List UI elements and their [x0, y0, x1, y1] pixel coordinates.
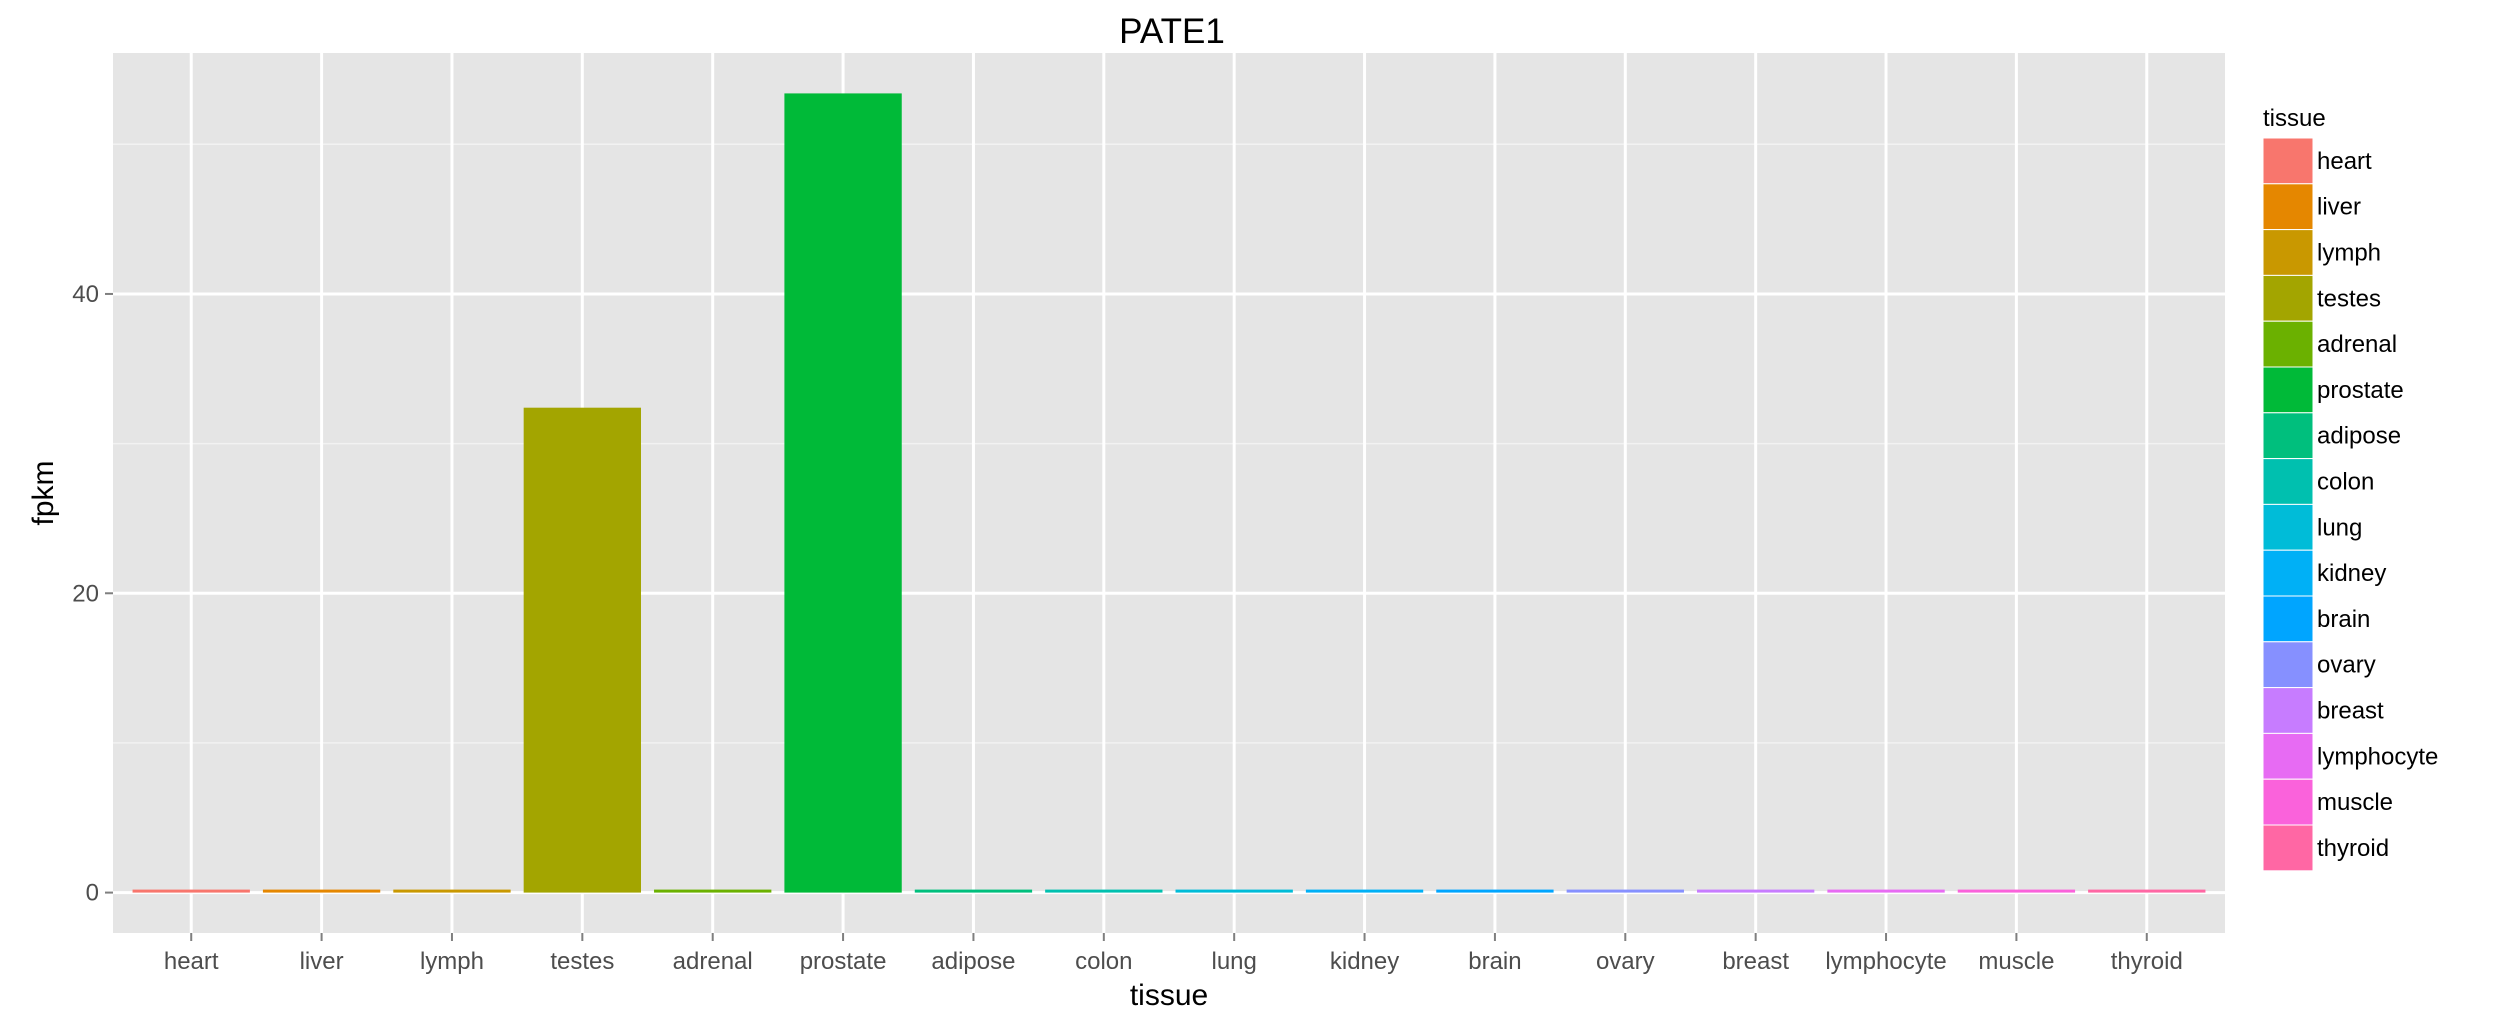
chart-title: PATE1	[1119, 12, 1225, 51]
bar-muscle	[1957, 889, 2076, 893]
x-tick-label-ovary: ovary	[1596, 948, 1655, 975]
legend-label-lung: lung	[2317, 514, 2362, 541]
bar-colon	[1045, 889, 1163, 893]
x-axis-title: tissue	[1130, 979, 1208, 1012]
legend-swatch-adrenal	[2262, 320, 2314, 368]
x-tick-label-kidney: kidney	[1330, 948, 1399, 975]
bar-testes	[523, 407, 641, 893]
bar-liver	[262, 889, 381, 893]
bars	[132, 93, 2206, 893]
plot-panel	[113, 53, 2225, 933]
bar-brain	[1436, 889, 1554, 893]
x-tick-label-brain: brain	[1468, 948, 1521, 975]
legend-label-breast: breast	[2317, 698, 2384, 725]
x-tick-label-lymphocyte: lymphocyte	[1825, 948, 1946, 975]
x-tick-label-muscle: muscle	[1978, 948, 2054, 975]
x-tick-label-lymph: lymph	[420, 948, 484, 975]
legend-swatch-testes	[2262, 274, 2314, 322]
bar-lymph	[393, 889, 511, 893]
legend-swatch-lung	[2262, 503, 2314, 551]
legend-label-adipose: adipose	[2317, 423, 2401, 450]
legend-swatch-colon	[2262, 458, 2314, 505]
legend-label-prostate: prostate	[2317, 377, 2404, 404]
legend-label-heart: heart	[2317, 148, 2372, 175]
legend-label-ovary: ovary	[2317, 652, 2376, 679]
y-axis: 0 20 40	[72, 281, 113, 907]
legend-swatch-muscle	[2262, 778, 2314, 826]
bar-breast	[1697, 889, 1815, 893]
bar-ovary	[1566, 889, 1684, 893]
legend-swatch-brain	[2262, 595, 2314, 643]
bar-lung	[1175, 889, 1293, 893]
legend-title: tissue	[2263, 105, 2326, 132]
x-tick-label-adrenal: adrenal	[673, 948, 753, 975]
x-tick-label-colon: colon	[1075, 948, 1132, 975]
x-axis: heart liver lymph testes adrenal prostate adip…	[164, 933, 2183, 975]
y-tick-label: 40	[72, 281, 99, 308]
x-tick-label-prostate: prostate	[800, 948, 887, 975]
legend-label-colon: colon	[2317, 469, 2374, 496]
legend-label-testes: testes	[2317, 285, 2381, 312]
y-tick-label: 20	[72, 580, 99, 607]
bar-prostate	[784, 93, 902, 893]
x-tick-label-adipose: adipose	[931, 948, 1015, 975]
bar-thyroid	[2088, 889, 2206, 893]
legend-swatch-kidney	[2262, 549, 2314, 597]
legend-swatch-liver	[2262, 183, 2314, 231]
bar-lymphocyte	[1827, 889, 1945, 893]
legend-swatch-lymphocyte	[2262, 732, 2314, 780]
legend-swatch-ovary	[2262, 641, 2314, 689]
legend-swatch-lymph	[2262, 229, 2314, 276]
bar-heart	[132, 889, 250, 893]
legend-label-muscle: muscle	[2317, 789, 2393, 816]
legend-label-thyroid: thyroid	[2317, 835, 2389, 862]
legend-label-adrenal: adrenal	[2317, 331, 2397, 358]
x-tick-label-lung: lung	[1211, 948, 1256, 975]
legend-swatch-breast	[2262, 687, 2314, 734]
legend-label-kidney: kidney	[2317, 560, 2386, 587]
legend-swatch-thyroid	[2262, 824, 2314, 872]
legend-swatch-heart	[2262, 137, 2314, 185]
y-axis-title: fpkm	[27, 460, 60, 525]
x-tick-label-breast: breast	[1722, 948, 1789, 975]
legend-label-brain: brain	[2317, 606, 2370, 633]
legend-swatch-adipose	[2262, 412, 2314, 460]
x-tick-label-liver: liver	[300, 948, 344, 975]
legend-label-lymph: lymph	[2317, 240, 2381, 267]
legend-label-liver: liver	[2317, 194, 2361, 221]
bar-adipose	[914, 889, 1033, 893]
bar-kidney	[1305, 889, 1424, 893]
x-tick-label-heart: heart	[164, 948, 219, 975]
legend-label-lymphocyte: lymphocyte	[2317, 743, 2438, 770]
bar-adrenal	[654, 889, 772, 893]
x-tick-label-testes: testes	[550, 948, 614, 975]
legend: tissue heart liver lymph testes adrenal prost…	[2262, 105, 2438, 872]
y-tick-label: 0	[86, 880, 99, 907]
x-tick-label-thyroid: thyroid	[2111, 948, 2183, 975]
legend-swatch-prostate	[2262, 366, 2314, 414]
